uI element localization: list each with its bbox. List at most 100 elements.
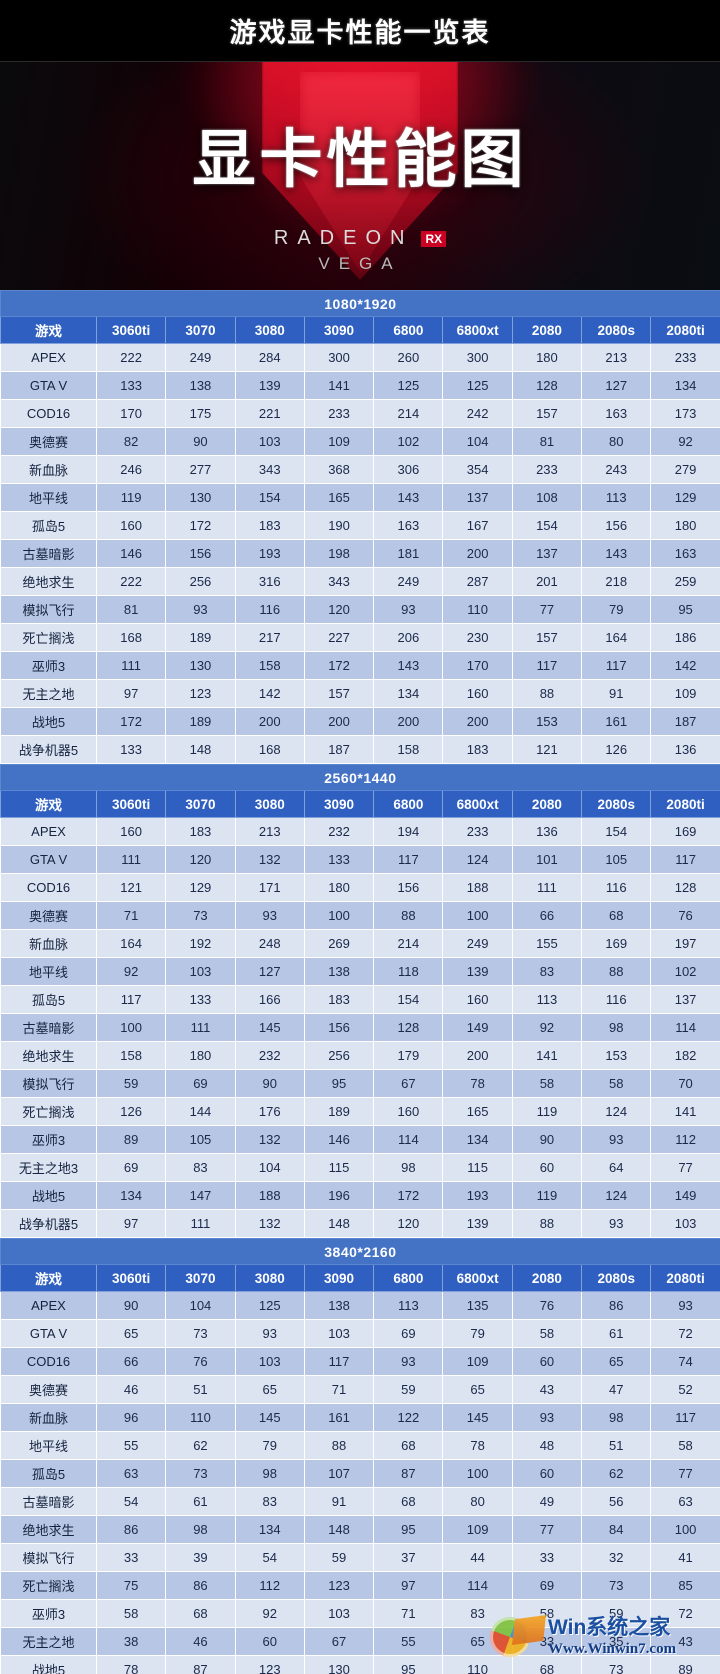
fps-value-cell: 59 — [95, 1069, 167, 1098]
fps-value-cell: 72 — [650, 1319, 720, 1348]
fps-value-cell: 153 — [581, 1041, 652, 1070]
fps-value-cell: 343 — [303, 567, 375, 596]
game-name-cell: 模拟飞行 — [0, 595, 97, 624]
fps-value-cell: 117 — [95, 985, 167, 1014]
table-row: 战争机器5 97 111 132 148 120 139 88 93 103 — [0, 1209, 720, 1238]
fps-value-cell: 157 — [303, 679, 375, 708]
fps-value-cell: 101 — [511, 845, 583, 874]
fps-value-cell: 183 — [303, 985, 375, 1014]
fps-value-cell: 90 — [511, 1125, 583, 1154]
fps-value-cell: 116 — [581, 985, 652, 1014]
fps-value-cell: 83 — [511, 957, 583, 986]
fps-value-cell: 114 — [650, 1013, 720, 1042]
fps-value-cell: 60 — [511, 1347, 583, 1376]
fps-value-cell: 163 — [650, 539, 720, 568]
fps-value-cell: 200 — [234, 707, 305, 736]
fps-value-cell: 157 — [511, 623, 583, 652]
fps-value-cell: 173 — [650, 399, 720, 428]
game-name-cell: 古墓暗影 — [0, 1487, 97, 1516]
fps-value-cell: 58 — [511, 1599, 583, 1628]
fps-value-cell: 128 — [650, 873, 720, 902]
fps-value-cell: 143 — [581, 539, 652, 568]
fps-value-cell: 169 — [581, 929, 652, 958]
fps-value-cell: 354 — [442, 455, 513, 484]
fps-value-cell: 168 — [95, 623, 167, 652]
fps-value-cell: 87 — [373, 1459, 444, 1488]
fps-value-cell: 343 — [234, 455, 305, 484]
fps-value-cell: 78 — [95, 1655, 167, 1674]
fps-value-cell: 134 — [95, 1181, 167, 1210]
fps-value-cell: 117 — [650, 1403, 720, 1432]
fps-value-cell: 54 — [234, 1543, 305, 1572]
fps-value-cell: 200 — [442, 539, 513, 568]
fps-value-cell: 188 — [442, 873, 513, 902]
fps-value-cell: 92 — [650, 427, 720, 456]
fps-value-cell: 170 — [95, 399, 167, 428]
fps-value-cell: 110 — [442, 1655, 513, 1674]
fps-value-cell: 221 — [234, 399, 305, 428]
fps-value-cell: 87 — [165, 1655, 236, 1674]
column-header-gpu: 6800 — [373, 316, 444, 344]
fps-value-cell: 300 — [442, 343, 513, 372]
fps-value-cell: 100 — [650, 1515, 720, 1544]
fps-value-cell: 77 — [511, 1515, 583, 1544]
fps-value-cell: 158 — [373, 735, 444, 764]
table-row: APEX 90 104 125 138 113 135 76 86 93 — [0, 1291, 720, 1320]
fps-value-cell: 95 — [303, 1069, 375, 1098]
fps-value-cell: 98 — [581, 1403, 652, 1432]
game-name-cell: 奥德赛 — [0, 427, 97, 456]
fps-value-cell: 142 — [234, 679, 305, 708]
fps-value-cell: 121 — [95, 873, 167, 902]
fps-value-cell: 103 — [303, 1599, 375, 1628]
fps-value-cell: 59 — [581, 1599, 652, 1628]
fps-value-cell: 284 — [234, 343, 305, 372]
table-row: 巫师3 58 68 92 103 71 83 58 59 72 — [0, 1599, 720, 1628]
fps-value-cell: 100 — [303, 901, 375, 930]
fps-value-cell: 68 — [373, 1487, 444, 1516]
fps-value-cell: 52 — [650, 1375, 720, 1404]
vega-text: VEGA — [318, 254, 402, 273]
fps-value-cell: 126 — [95, 1097, 167, 1126]
fps-value-cell: 88 — [581, 957, 652, 986]
game-name-cell: 地平线 — [0, 483, 97, 512]
fps-value-cell: 188 — [234, 1181, 305, 1210]
fps-value-cell: 160 — [95, 817, 167, 846]
game-name-cell: GTA V — [0, 845, 97, 874]
section-header-row: 1080*1920 — [0, 290, 720, 317]
fps-value-cell: 149 — [650, 1181, 720, 1210]
fps-value-cell: 93 — [234, 1319, 305, 1348]
fps-value-cell: 93 — [373, 595, 444, 624]
fps-value-cell: 61 — [581, 1319, 652, 1348]
table-row: 孤岛5 117 133 166 183 154 160 113 116 137 — [0, 985, 720, 1014]
resolution-table: 1080*1920 游戏 3060ti 3070 3080 3090 6800 6800xt 2… — [0, 290, 720, 764]
fps-value-cell: 109 — [650, 679, 720, 708]
fps-value-cell: 103 — [165, 957, 236, 986]
fps-value-cell: 306 — [373, 455, 444, 484]
fps-value-cell: 73 — [165, 1459, 236, 1488]
fps-value-cell: 107 — [303, 1459, 375, 1488]
game-name-cell: 绝地求生 — [0, 567, 97, 596]
fps-value-cell: 79 — [581, 595, 652, 624]
game-name-cell: 战争机器5 — [0, 735, 97, 764]
fps-value-cell: 58 — [511, 1069, 583, 1098]
fps-value-cell: 141 — [303, 371, 375, 400]
fps-value-cell: 49 — [511, 1487, 583, 1516]
fps-value-cell: 111 — [165, 1013, 236, 1042]
fps-value-cell: 65 — [442, 1627, 513, 1656]
fps-value-cell: 160 — [95, 511, 167, 540]
fps-value-cell: 97 — [95, 1209, 167, 1238]
game-name-cell: 新血脉 — [0, 455, 97, 484]
table-row: 战地5 134 147 188 196 172 193 119 124 149 — [0, 1181, 720, 1210]
fps-value-cell: 98 — [373, 1153, 444, 1182]
fps-value-cell: 189 — [165, 707, 236, 736]
fps-value-cell: 269 — [303, 929, 375, 958]
table-row: 巫师3 111 130 158 172 143 170 117 117 142 — [0, 651, 720, 680]
fps-value-cell: 137 — [511, 539, 583, 568]
fps-value-cell: 80 — [581, 427, 652, 456]
fps-value-cell: 69 — [165, 1069, 236, 1098]
fps-value-cell: 104 — [165, 1291, 236, 1320]
game-name-cell: APEX — [0, 1291, 97, 1320]
fps-value-cell: 33 — [511, 1543, 583, 1572]
game-name-cell: 战地5 — [0, 1181, 97, 1210]
